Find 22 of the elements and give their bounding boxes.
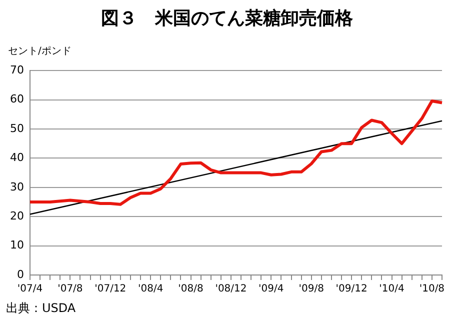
- x-tick-label: '10/4: [379, 284, 404, 295]
- y-tick-label: 10: [10, 238, 24, 252]
- x-tick-label: '07/12: [94, 284, 126, 295]
- x-tick-label: '09/8: [298, 284, 324, 295]
- y-tick-label: 70: [10, 63, 24, 76]
- x-tick-label: '10/8: [419, 284, 445, 295]
- x-tick-label: '09/12: [336, 284, 368, 295]
- y-tick-label: 20: [10, 209, 24, 222]
- x-tick-label: '08/8: [178, 284, 204, 295]
- y-axis-title: セント/ポンド: [8, 45, 72, 58]
- x-tick-label: '07/8: [58, 284, 83, 295]
- source-note: 出典：USDA: [6, 300, 76, 317]
- y-tick-label: 60: [10, 92, 24, 106]
- y-tick-label: 50: [10, 122, 24, 135]
- chart-title: 図３ 米国のてん菜糖卸売価格: [100, 7, 354, 30]
- x-tick-label: '09/4: [258, 284, 284, 295]
- y-tick-label: 40: [10, 151, 24, 164]
- x-tick-label: '07/4: [17, 284, 43, 295]
- y-tick-label: 30: [10, 180, 24, 194]
- y-tick-label: 0: [16, 268, 24, 281]
- x-tick-label: '08/4: [138, 284, 164, 295]
- x-tick-label: '08/12: [215, 284, 247, 295]
